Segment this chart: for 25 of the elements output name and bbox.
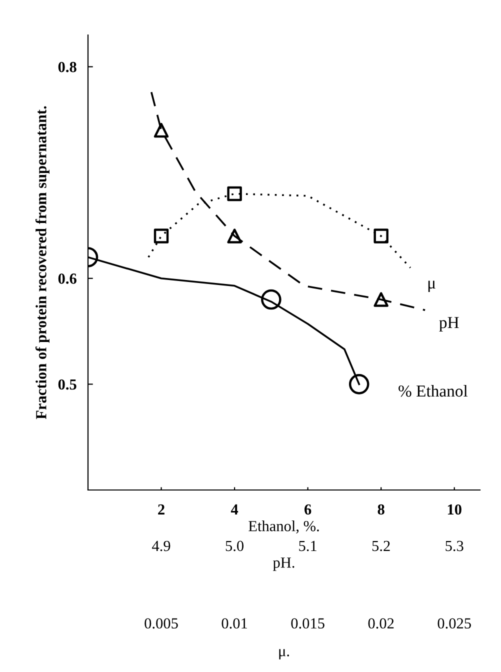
- y-axis-title: Fraction of protein recovered from supernatant.: [35, 106, 50, 420]
- x2-tick-label: 5.0: [226, 540, 244, 552]
- y-tick-label: 0.6: [58, 274, 76, 284]
- x2-tick-label: 5.3: [446, 540, 464, 552]
- text: 0.01: [222, 618, 247, 629]
- x2-tick-label: 5.1: [299, 540, 316, 552]
- x2-tick-label: 5.2: [372, 540, 390, 552]
- text: 0.02: [368, 618, 394, 629]
- y-tick-label: 0.5: [58, 379, 76, 390]
- text: 0.005: [144, 618, 178, 629]
- y-tick-label: 0.8: [58, 62, 76, 72]
- series-label: μ: [428, 280, 436, 292]
- x-tick-label: 10: [448, 504, 462, 515]
- series-label: pH: [439, 317, 459, 332]
- text: 0.015: [291, 618, 324, 629]
- text: μ.: [279, 649, 289, 660]
- text: % Ethanol: [398, 384, 468, 397]
- x-tick-label: 4: [230, 504, 238, 514]
- x2-axis-title: pH.: [273, 558, 294, 571]
- x-tick-label: 6: [304, 504, 312, 515]
- x-tick-label: 2: [158, 504, 164, 514]
- x-axis-title: Ethanol, %.: [248, 520, 319, 534]
- x-tick-label: 8: [378, 504, 384, 515]
- x2-tick-label: 4.9: [152, 540, 170, 552]
- text: 0.025: [438, 618, 471, 629]
